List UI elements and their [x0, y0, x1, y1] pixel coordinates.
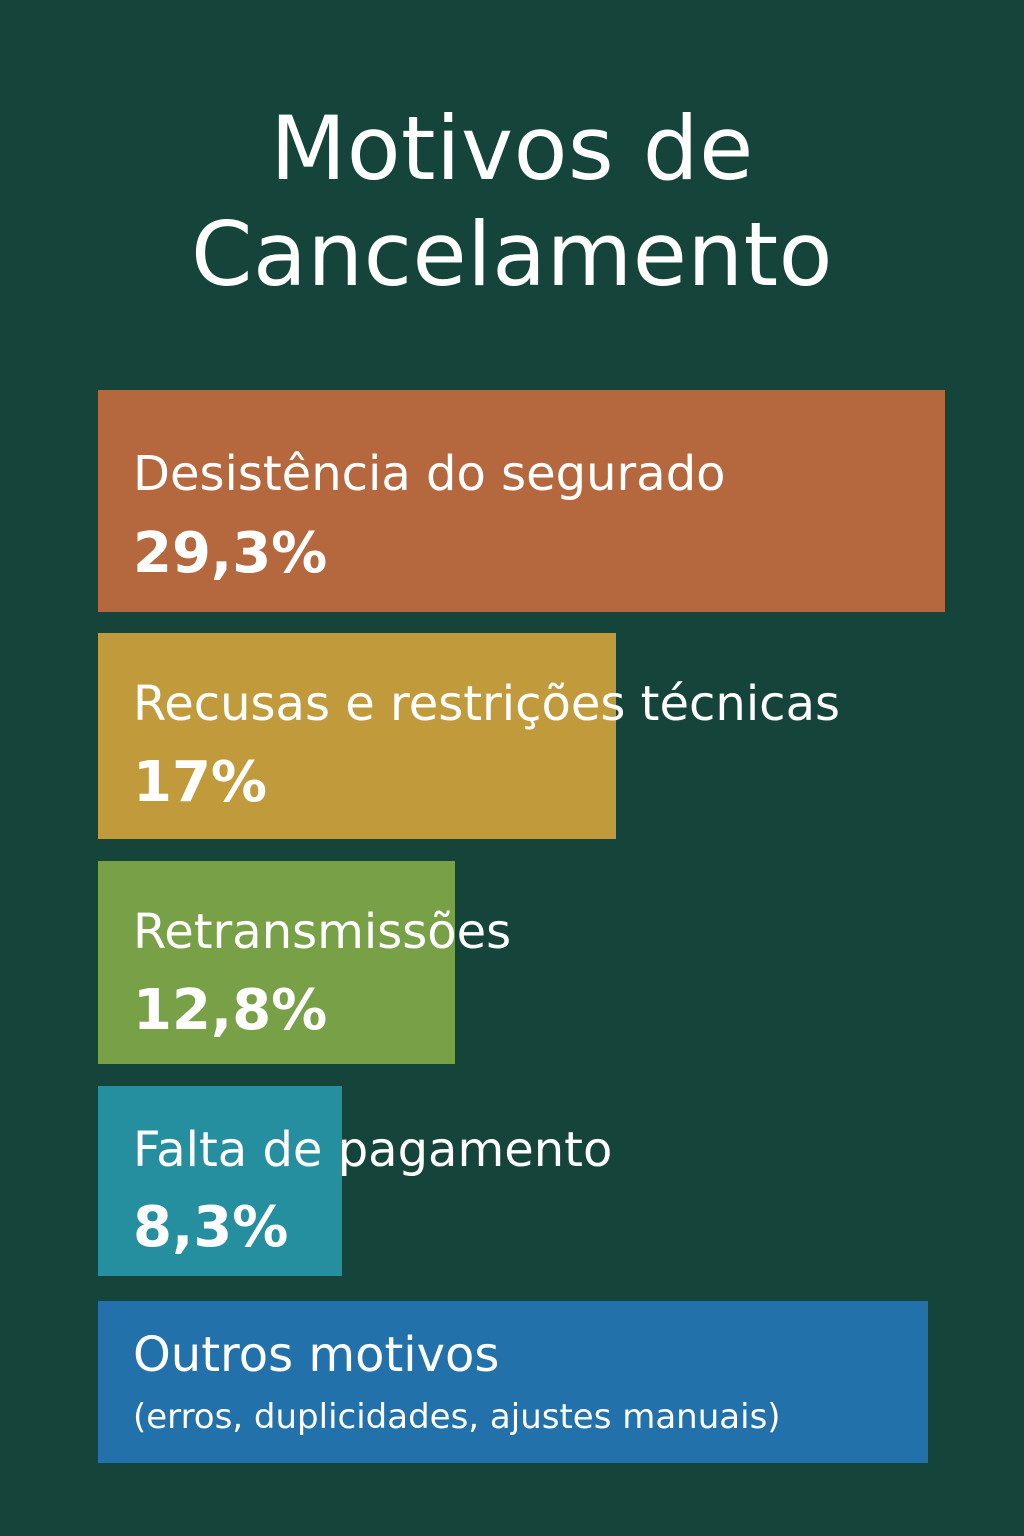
- bar-3: [98, 861, 455, 1064]
- bar-label-2: Recusas e restrições técnicas: [133, 676, 840, 732]
- bar-4: [98, 1086, 342, 1276]
- bar-note-5: (erros, duplicidades, ajustes manuais): [133, 1397, 781, 1437]
- chart-title: Motivos de Cancelamento: [0, 96, 1024, 308]
- bar-1: [98, 390, 945, 612]
- bar-value-label-4: 8,3%: [133, 1195, 289, 1260]
- bar-value-label-1: 29,3%: [133, 521, 328, 586]
- bar-value-label-3: 12,8%: [133, 978, 328, 1043]
- chart-title-line-1: Motivos de: [270, 97, 754, 200]
- bar-5: [98, 1301, 928, 1463]
- bar-label-5: Outros motivos: [133, 1327, 500, 1383]
- bar-label-3: Retransmissões: [133, 904, 512, 960]
- bar-2: [98, 633, 616, 839]
- chart-title-line-2: Cancelamento: [190, 203, 834, 306]
- bar-label-4: Falta de pagamento: [133, 1122, 613, 1178]
- bar-label-1: Desistência do segurado: [133, 446, 726, 502]
- bar-value-label-2: 17%: [133, 750, 268, 815]
